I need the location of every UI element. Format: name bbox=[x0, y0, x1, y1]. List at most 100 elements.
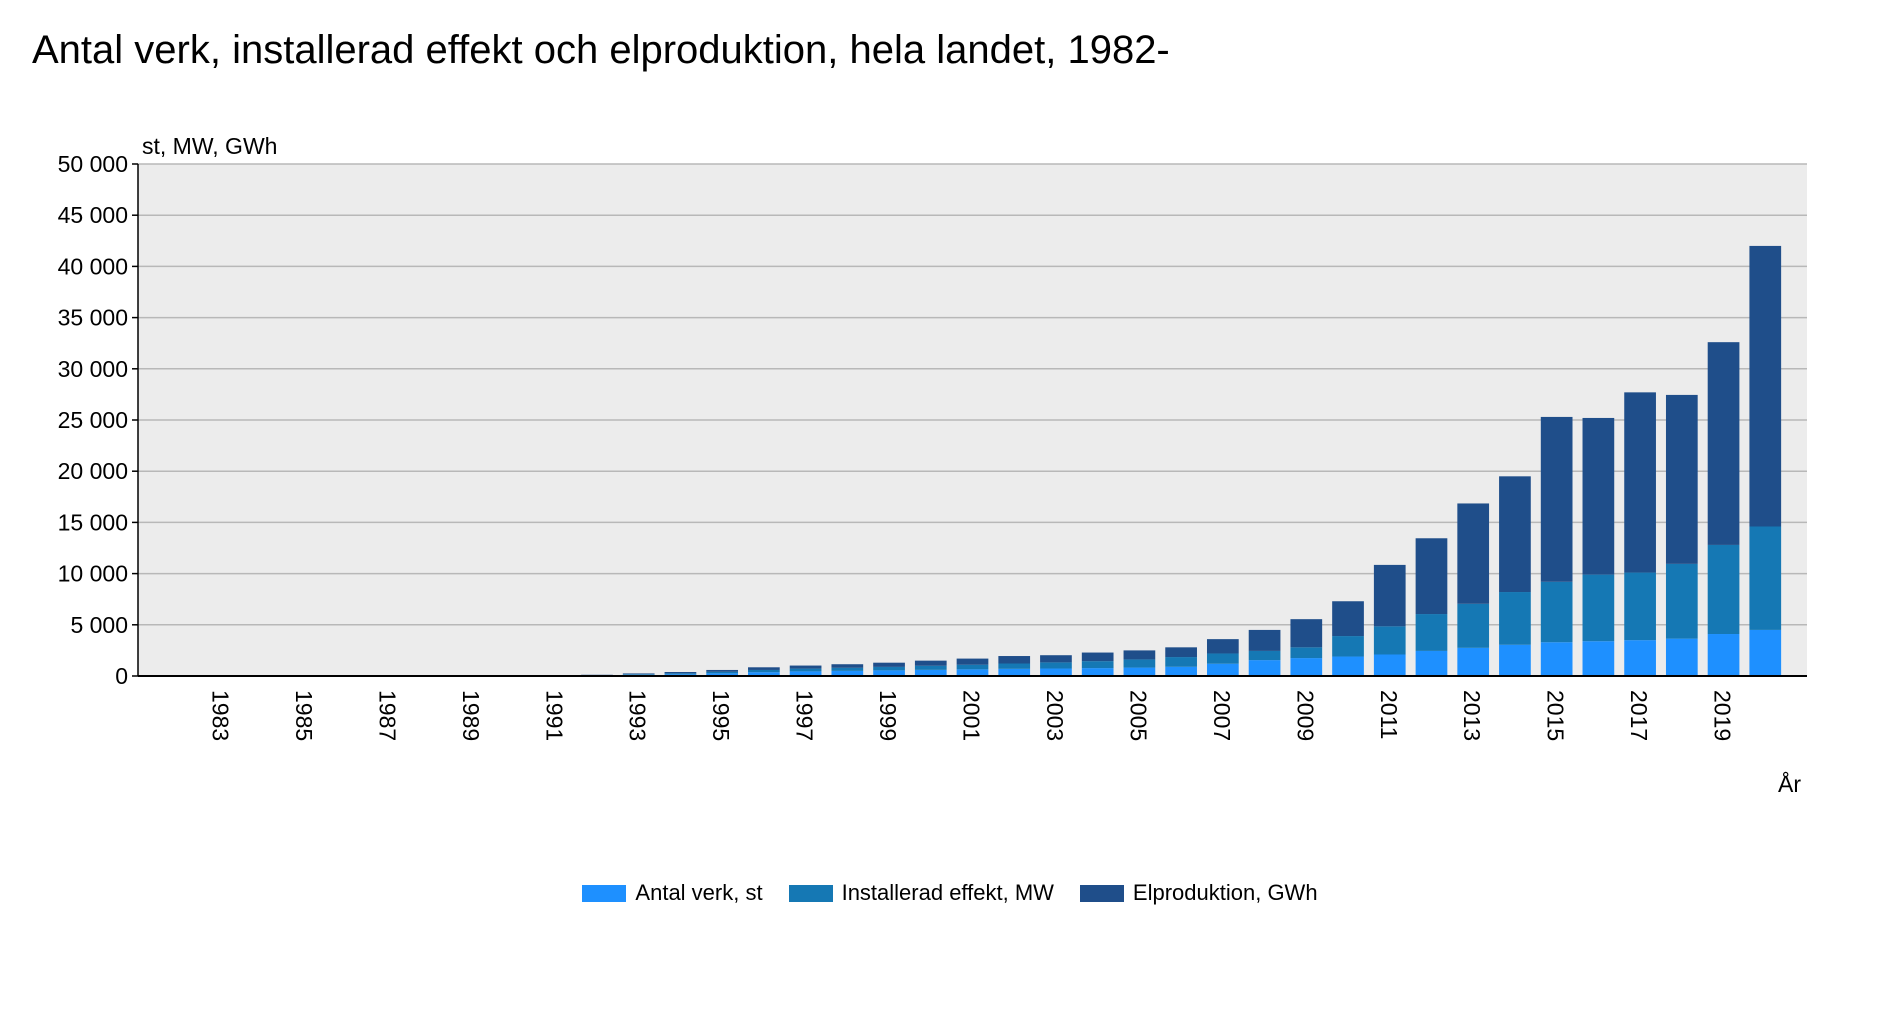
bar-segment bbox=[1332, 636, 1364, 657]
bar-segment bbox=[1123, 659, 1156, 668]
legend-label-antal-verk: Antal verk, st bbox=[635, 880, 763, 905]
chart-title: Antal verk, installerad effekt och elpro… bbox=[32, 28, 1170, 72]
bar-segment bbox=[956, 669, 989, 676]
x-tick-label: 2011 bbox=[1376, 690, 1402, 739]
bar-segment bbox=[1499, 476, 1531, 593]
bar-segment bbox=[1540, 642, 1573, 676]
y-tick-label: 25 000 bbox=[58, 407, 128, 433]
y-tick-label: 50 000 bbox=[58, 151, 128, 177]
y-tick-label: 15 000 bbox=[58, 509, 128, 535]
bar-segment bbox=[1165, 657, 1197, 667]
x-tick-label: 2015 bbox=[1543, 690, 1569, 741]
axes: 0 5 000 10 000 15 000 20 000 25 000 30 000 35 0… bbox=[58, 151, 1807, 741]
x-tick-label: 1985 bbox=[291, 690, 317, 741]
bar-segment bbox=[706, 671, 739, 674]
x-tick-label: 2019 bbox=[1710, 690, 1736, 741]
bar-segment bbox=[873, 666, 905, 671]
x-tick-label: 2013 bbox=[1459, 690, 1485, 741]
bar-segment bbox=[706, 673, 739, 676]
bar-segment bbox=[1665, 563, 1698, 639]
bar-segment bbox=[1373, 564, 1406, 627]
bar-segment bbox=[998, 663, 1031, 669]
bar-segment bbox=[1582, 574, 1615, 642]
bar-segment bbox=[664, 673, 697, 675]
bar-segment bbox=[914, 669, 947, 676]
bar-segment bbox=[1499, 644, 1531, 676]
bar-segment bbox=[622, 673, 655, 675]
bar-segment bbox=[1582, 417, 1615, 575]
bar-segment bbox=[1040, 668, 1072, 676]
bar-segment bbox=[1373, 626, 1406, 655]
bar-segment bbox=[789, 668, 822, 672]
y-tick-label: 5 000 bbox=[70, 612, 128, 638]
bar-segment bbox=[1165, 666, 1197, 676]
bar-segment bbox=[1457, 647, 1490, 676]
bar-segment bbox=[1707, 634, 1740, 676]
bar-segment bbox=[1415, 538, 1448, 615]
bar-segment bbox=[873, 670, 905, 676]
bar-segment bbox=[1248, 650, 1281, 661]
bar-segment bbox=[1624, 572, 1656, 641]
x-tick-label: 2017 bbox=[1626, 690, 1652, 741]
bar-segment bbox=[873, 662, 905, 667]
x-tick-label: 1987 bbox=[374, 690, 400, 741]
y-axis-label: st, MW, GWh bbox=[142, 133, 277, 159]
bar-segment bbox=[789, 665, 822, 669]
bar-segment bbox=[1540, 416, 1573, 582]
bar-segment bbox=[956, 664, 989, 670]
x-tick-label: 1999 bbox=[875, 690, 901, 741]
legend-item-elproduktion[interactable]: Elproduktion, GWh bbox=[1079, 880, 1318, 906]
bar-segment bbox=[1749, 245, 1782, 527]
bar-segment bbox=[956, 658, 989, 665]
legend-item-installerad-effekt[interactable]: Installerad effekt, MW bbox=[788, 880, 1054, 906]
bar-segment bbox=[1415, 650, 1448, 676]
y-tick-label: 45 000 bbox=[58, 202, 128, 228]
bar-segment bbox=[831, 664, 864, 668]
bar-segment bbox=[1582, 641, 1615, 676]
y-tick-label: 10 000 bbox=[58, 561, 128, 587]
x-tick-label: 1983 bbox=[207, 690, 233, 741]
bar-segment bbox=[998, 668, 1031, 676]
legend-label-elproduktion: Elproduktion, GWh bbox=[1132, 880, 1318, 905]
bar-segment bbox=[831, 670, 864, 676]
bar-segment bbox=[1123, 650, 1156, 660]
y-tick-label: 30 000 bbox=[58, 356, 128, 382]
bar-segment bbox=[748, 667, 780, 670]
bar-segment bbox=[1290, 647, 1323, 659]
bar-segment bbox=[1665, 394, 1698, 564]
bar-segment bbox=[1624, 640, 1656, 676]
x-tick-label: 1997 bbox=[792, 690, 818, 741]
bar-segment bbox=[1248, 660, 1281, 676]
bar-segment bbox=[831, 667, 864, 671]
legend-swatch-installerad-effekt bbox=[788, 884, 833, 902]
y-tick-label: 35 000 bbox=[58, 305, 128, 331]
x-axis-label: År bbox=[1778, 770, 1801, 797]
legend-item-antal-verk[interactable]: Antal verk, st bbox=[582, 880, 763, 906]
y-tick-label: 0 bbox=[115, 663, 128, 689]
bar-segment bbox=[1457, 503, 1490, 604]
bar-segment bbox=[706, 669, 739, 672]
x-tick-label: 2001 bbox=[959, 690, 985, 741]
bar-segment bbox=[1040, 655, 1072, 663]
bar-segment bbox=[1707, 544, 1740, 635]
x-tick-label: 1995 bbox=[708, 690, 734, 741]
bar-segment bbox=[1540, 581, 1573, 643]
y-tick-label: 40 000 bbox=[58, 253, 128, 279]
bar-segment bbox=[1499, 592, 1531, 645]
bar-segment bbox=[1123, 667, 1156, 676]
bar-segment bbox=[1749, 526, 1782, 630]
bar-segment bbox=[664, 672, 697, 674]
legend: Antal verk, st Installerad effekt, MW El… bbox=[0, 880, 1900, 906]
bar-segment bbox=[1206, 639, 1239, 654]
bar-segment bbox=[1457, 603, 1490, 648]
x-tick-label: 1989 bbox=[458, 690, 484, 741]
x-tick-label: 2005 bbox=[1125, 690, 1151, 741]
x-tick-label: 1991 bbox=[541, 690, 567, 741]
bar-segment bbox=[1081, 661, 1114, 669]
bar-segment bbox=[1081, 652, 1114, 662]
bar-segment bbox=[1206, 663, 1239, 676]
x-tick-label: 2009 bbox=[1292, 690, 1318, 741]
bar-segment bbox=[1206, 653, 1239, 664]
x-tick-label: 1993 bbox=[625, 690, 651, 741]
